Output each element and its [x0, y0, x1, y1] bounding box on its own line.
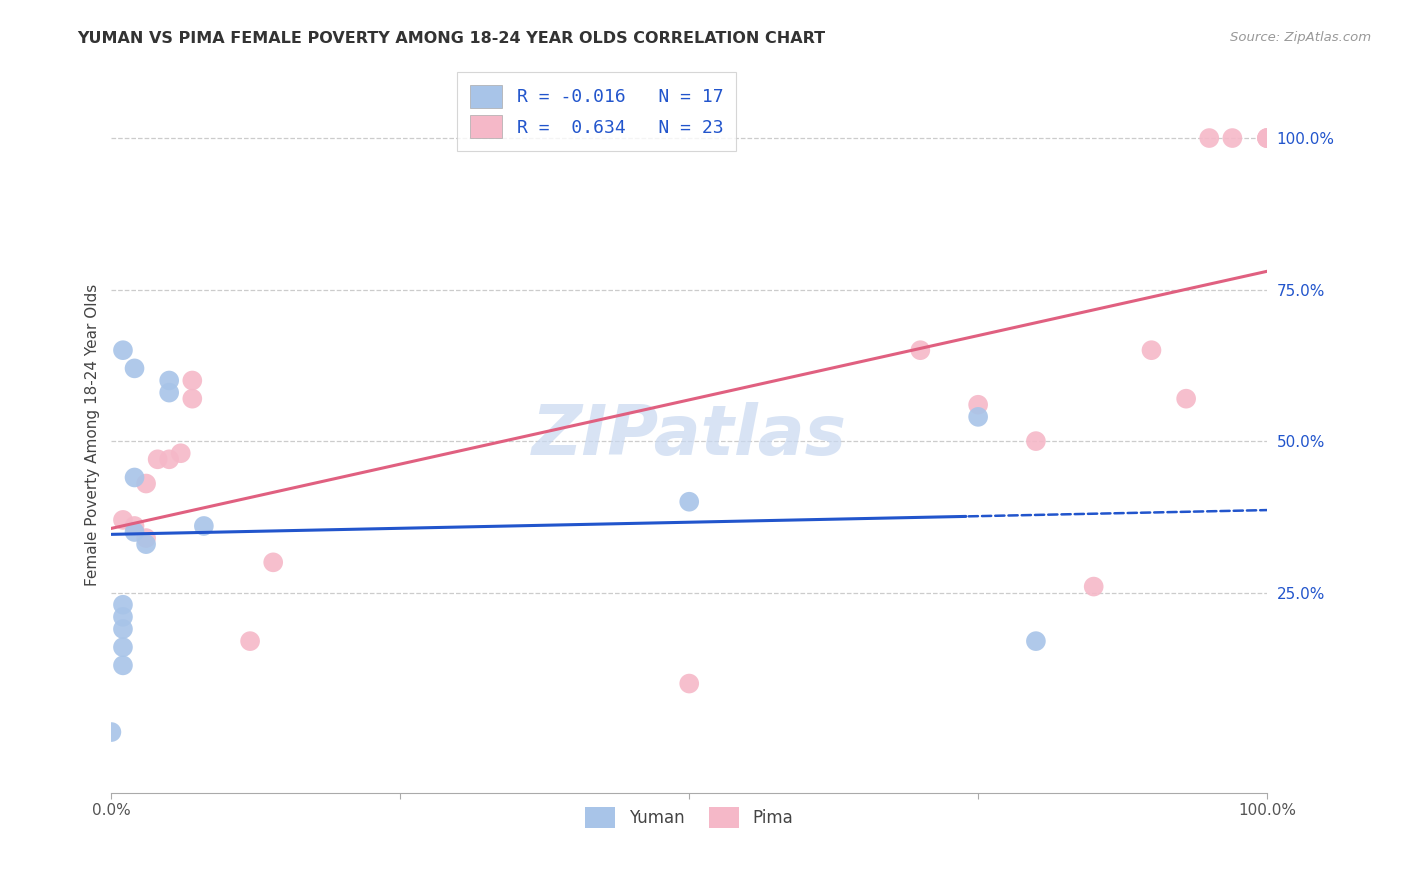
- Point: [135, 531, 157, 545]
- Point: [1256, 131, 1278, 145]
- Point: [262, 555, 284, 569]
- Point: [157, 452, 180, 467]
- Point: [967, 398, 990, 412]
- Point: [111, 610, 134, 624]
- Text: YUMAN VS PIMA FEMALE POVERTY AMONG 18-24 YEAR OLDS CORRELATION CHART: YUMAN VS PIMA FEMALE POVERTY AMONG 18-24…: [77, 31, 825, 46]
- Point: [100, 725, 122, 739]
- Point: [170, 446, 193, 460]
- Point: [1025, 434, 1047, 449]
- Point: [111, 622, 134, 636]
- Point: [135, 476, 157, 491]
- Y-axis label: Female Poverty Among 18-24 Year Olds: Female Poverty Among 18-24 Year Olds: [86, 284, 100, 586]
- Point: [181, 392, 204, 406]
- Point: [157, 374, 180, 388]
- Point: [1140, 343, 1163, 358]
- Point: [124, 524, 146, 539]
- Point: [1256, 131, 1278, 145]
- Point: [135, 537, 157, 551]
- Point: [111, 343, 134, 358]
- Point: [157, 385, 180, 400]
- Point: [1083, 580, 1105, 594]
- Point: [181, 374, 204, 388]
- Point: [1025, 634, 1047, 648]
- Legend: Yuman, Pima: Yuman, Pima: [578, 801, 800, 834]
- Point: [111, 640, 134, 655]
- Text: Source: ZipAtlas.com: Source: ZipAtlas.com: [1230, 31, 1371, 45]
- Point: [239, 634, 262, 648]
- Point: [910, 343, 932, 358]
- Point: [967, 409, 990, 424]
- Point: [678, 494, 700, 508]
- Point: [193, 519, 215, 533]
- Point: [1256, 131, 1278, 145]
- Point: [124, 470, 146, 484]
- Point: [1198, 131, 1220, 145]
- Point: [146, 452, 169, 467]
- Point: [1175, 392, 1198, 406]
- Point: [111, 658, 134, 673]
- Point: [1222, 131, 1244, 145]
- Point: [111, 513, 134, 527]
- Point: [111, 598, 134, 612]
- Point: [124, 361, 146, 376]
- Point: [678, 676, 700, 690]
- Point: [124, 519, 146, 533]
- Text: ZIPatlas: ZIPatlas: [531, 401, 846, 468]
